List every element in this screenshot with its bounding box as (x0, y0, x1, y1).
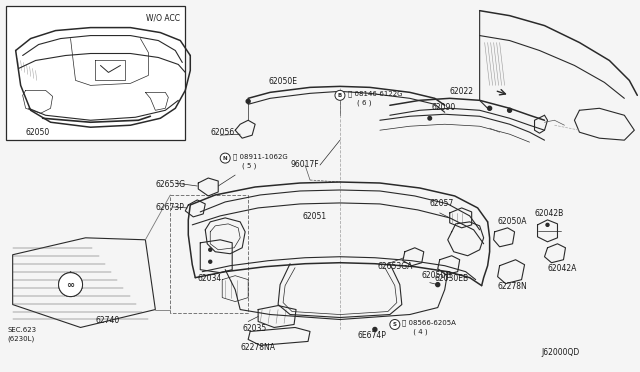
Text: 62035: 62035 (242, 324, 266, 333)
Text: SEC.623: SEC.623 (8, 327, 37, 333)
Circle shape (209, 260, 212, 263)
Circle shape (335, 90, 345, 100)
Circle shape (488, 106, 492, 110)
Circle shape (508, 108, 511, 112)
Circle shape (246, 99, 250, 103)
Text: J62000QD: J62000QD (541, 348, 579, 357)
Circle shape (390, 320, 400, 330)
Text: 62057: 62057 (430, 199, 454, 208)
Text: 62051: 62051 (302, 212, 326, 221)
Text: N: N (223, 155, 227, 161)
Circle shape (59, 273, 83, 296)
Text: 62740: 62740 (95, 315, 120, 324)
Circle shape (436, 283, 440, 286)
Text: 62050A: 62050A (498, 217, 527, 226)
Text: 62090: 62090 (432, 103, 456, 112)
Text: 62050: 62050 (26, 128, 50, 137)
Text: ( 6 ): ( 6 ) (348, 99, 371, 106)
Circle shape (220, 153, 230, 163)
Text: S: S (393, 322, 397, 327)
Circle shape (373, 327, 377, 331)
Text: 62278N: 62278N (498, 282, 527, 291)
Bar (170, 195, 248, 312)
Text: 62042A: 62042A (547, 264, 577, 273)
Text: 62042B: 62042B (534, 209, 564, 218)
Text: 62050G: 62050G (422, 271, 452, 280)
Text: Ⓝ 08911-1062G: Ⓝ 08911-1062G (233, 153, 288, 160)
Circle shape (428, 116, 431, 120)
Text: 96017F: 96017F (290, 160, 319, 169)
Text: Ⓑ 08146-6122G: Ⓑ 08146-6122G (348, 90, 403, 97)
Bar (6, 6, 186, 140)
Circle shape (209, 248, 212, 251)
Text: (6230L): (6230L) (8, 336, 35, 342)
Text: 62278NA: 62278NA (240, 343, 275, 352)
Text: 62022: 62022 (450, 87, 474, 96)
Text: 6E674P: 6E674P (358, 331, 387, 340)
Text: ( 4 ): ( 4 ) (402, 328, 428, 335)
Circle shape (546, 223, 549, 226)
Text: ∞: ∞ (67, 280, 75, 290)
Text: 62034: 62034 (197, 274, 221, 283)
Text: 62030EB: 62030EB (435, 274, 469, 283)
Text: 62673P: 62673P (156, 203, 184, 212)
Text: 62653G: 62653G (156, 180, 186, 189)
Text: W/O ACC: W/O ACC (147, 14, 180, 23)
Text: 62653GA: 62653GA (378, 262, 413, 271)
Text: ( 5 ): ( 5 ) (233, 162, 257, 169)
Text: 62056: 62056 (210, 128, 234, 137)
Text: 62050E: 62050E (268, 77, 297, 86)
Text: Ⓢ 08566-6205A: Ⓢ 08566-6205A (402, 320, 456, 326)
Text: B: B (338, 93, 342, 98)
Circle shape (59, 273, 83, 296)
